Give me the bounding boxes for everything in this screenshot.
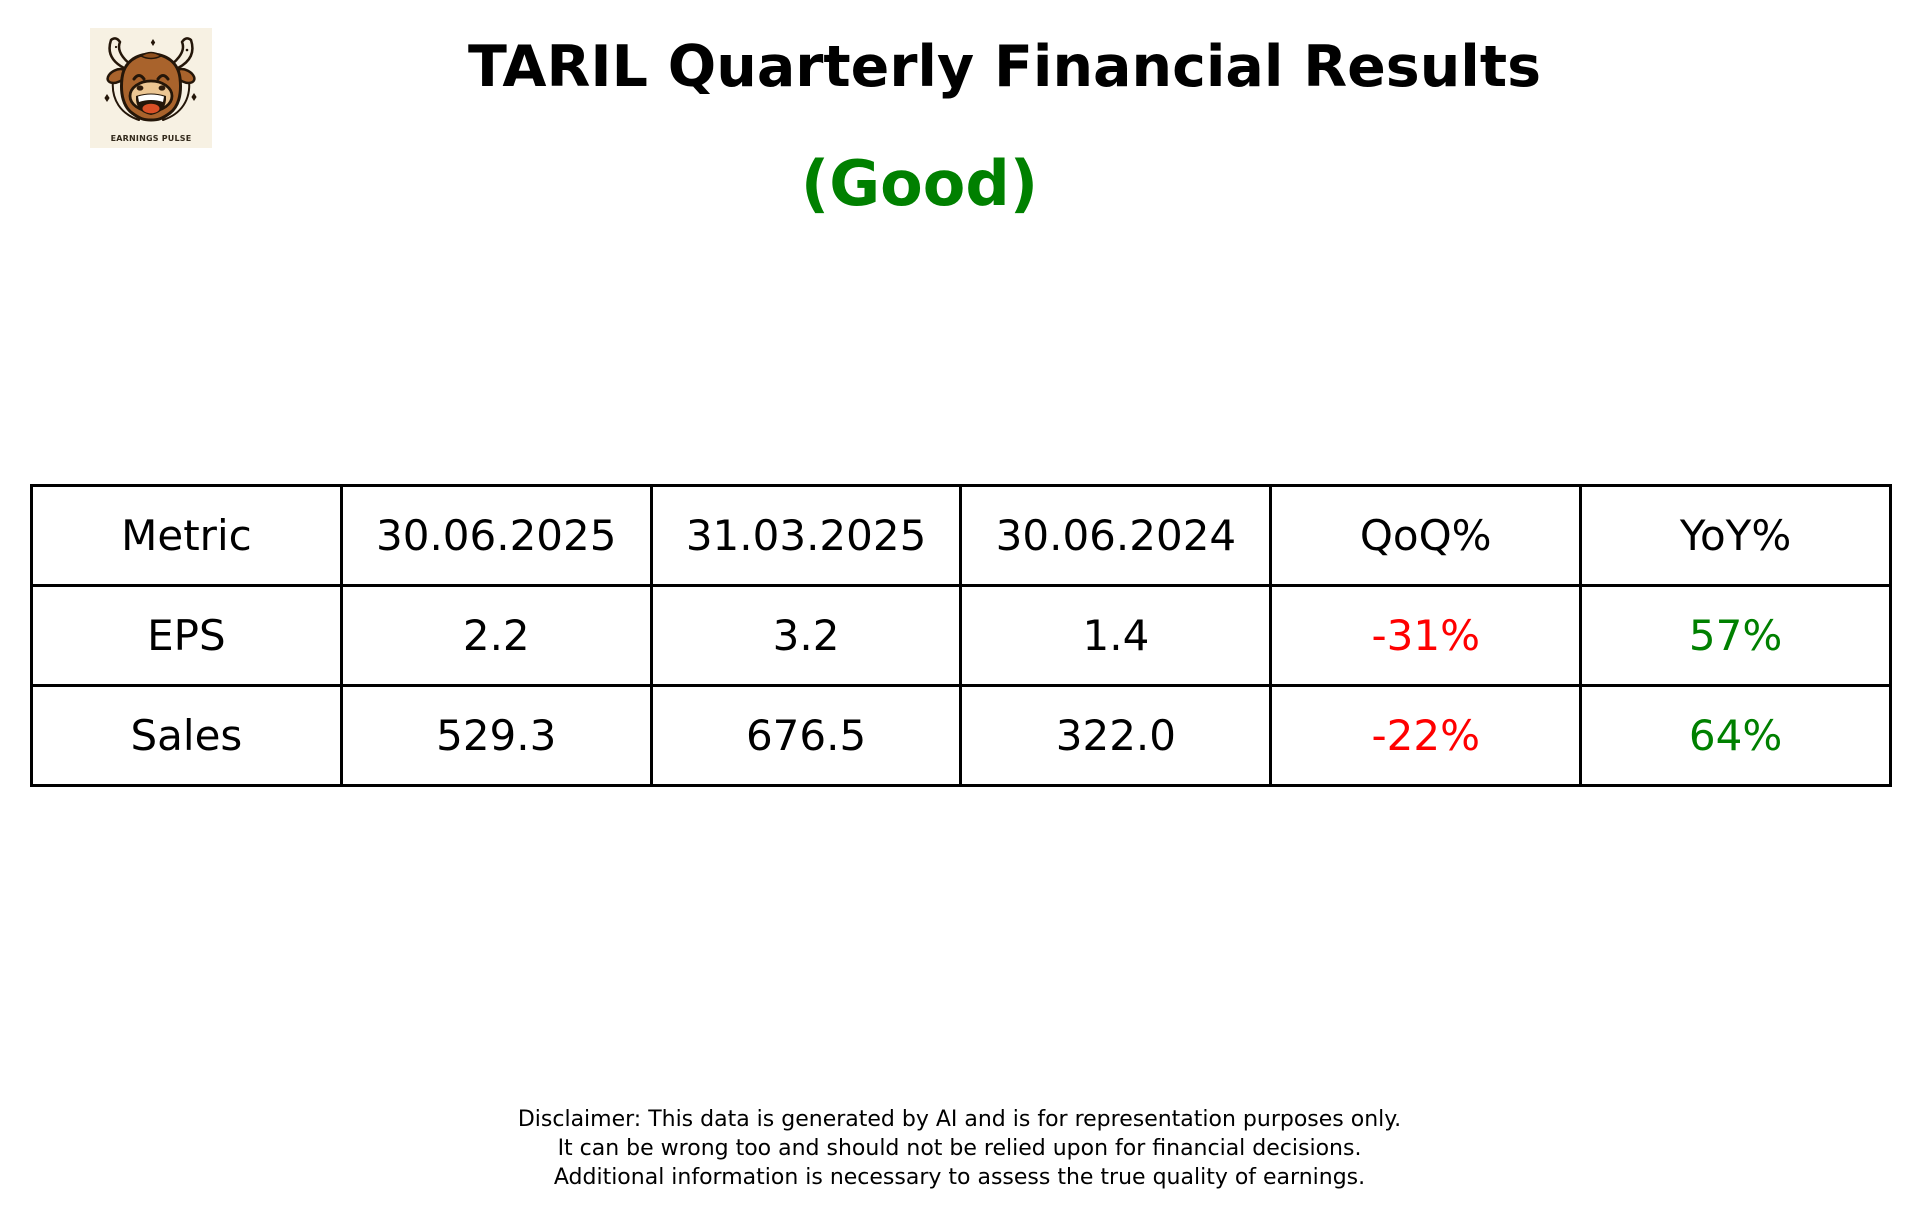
column-header: 30.06.2025 <box>339 484 653 587</box>
value-cell: 1.4 <box>959 584 1273 687</box>
logo-earnings-pulse: EARNINGS PULSE <box>90 28 212 148</box>
results-table: Metric 30.06.2025 31.03.2025 30.06.2024 QoQ%… <box>30 484 1892 787</box>
logo-text: EARNINGS PULSE <box>111 134 192 143</box>
value-cell: 322.0 <box>959 684 1273 787</box>
value-cell: 676.5 <box>649 684 963 787</box>
qoq-cell: -31% <box>1269 584 1583 687</box>
forelock <box>139 51 163 60</box>
disclaimer-line: It can be wrong too and should not be re… <box>557 1136 1362 1161</box>
value-cell: 3.2 <box>649 584 963 687</box>
yoy-cell: 64% <box>1579 684 1892 787</box>
qoq-cell: -22% <box>1269 684 1583 787</box>
eyes-icon <box>132 74 170 81</box>
disclaimer: Disclaimer: This data is generated by AI… <box>0 1105 1919 1192</box>
metric-cell: EPS <box>30 584 343 687</box>
results-table-body: EPS 2.2 3.2 1.4 -31% 57% Sales 529.3 676.5 322.0-… <box>30 584 1892 787</box>
value-cell: 529.3 <box>339 684 653 787</box>
nostrils <box>136 85 166 91</box>
column-header: 31.03.2025 <box>649 484 963 587</box>
mouth <box>135 93 167 115</box>
value-cell: 2.2 <box>339 584 653 687</box>
column-header: YoY% <box>1579 484 1892 587</box>
swoosh-arc <box>111 79 191 121</box>
table-row: Sales 529.3 676.5 322.0 -22% 64% <box>30 684 1892 787</box>
quality-label: (Good) <box>800 147 1039 220</box>
bull-logo-icon: EARNINGS PULSE <box>90 28 212 148</box>
disclaimer-line: Disclaimer: This data is generated by AI… <box>517 1107 1402 1132</box>
results-table-head-row: Metric 30.06.2025 31.03.2025 30.06.2024 QoQ%… <box>30 484 1892 587</box>
page-title: TARIL Quarterly Financial Results <box>467 34 1542 100</box>
column-header: Metric <box>30 484 343 587</box>
metric-cell: Sales <box>30 684 343 787</box>
column-header: QoQ% <box>1269 484 1583 587</box>
column-header: 30.06.2024 <box>959 484 1273 587</box>
table-row: EPS 2.2 3.2 1.4 -31% 57% <box>30 584 1892 687</box>
yoy-cell: 57% <box>1579 584 1892 687</box>
disclaimer-line: Additional information is necessary to a… <box>553 1165 1366 1190</box>
